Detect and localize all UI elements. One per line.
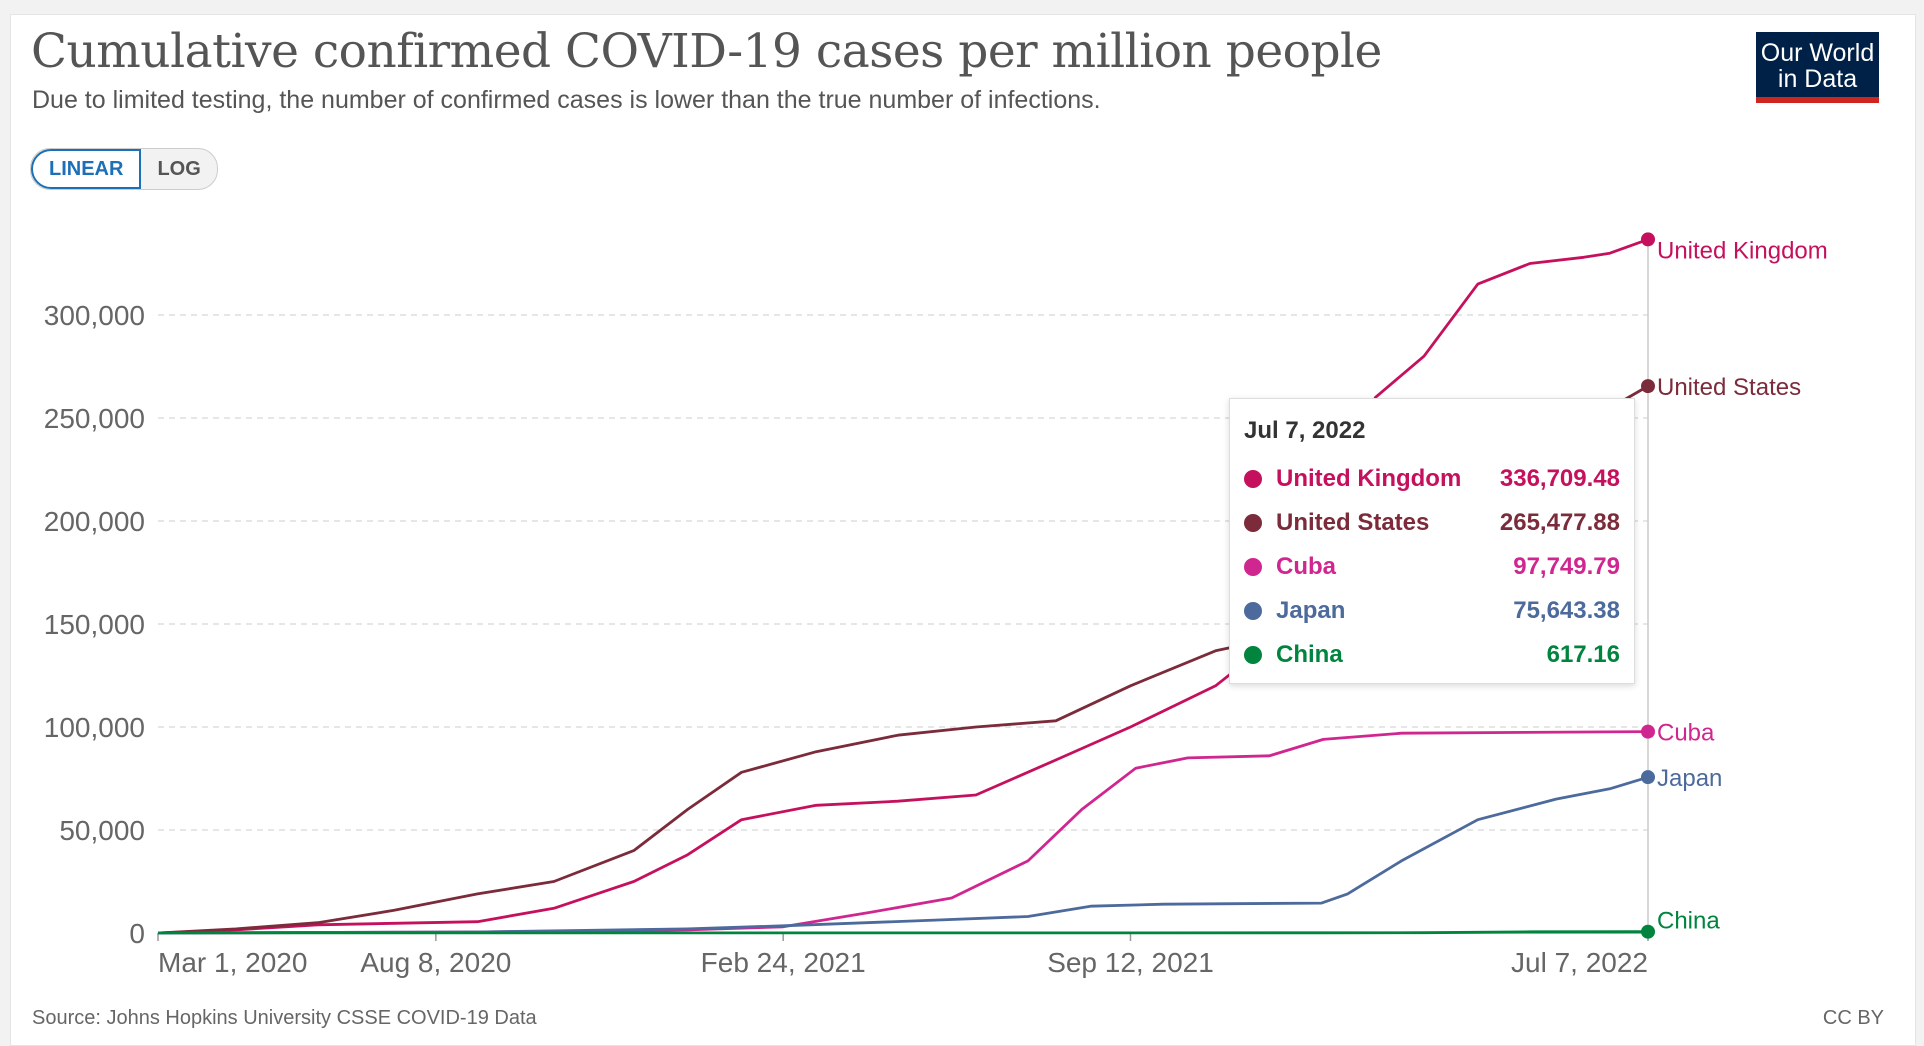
tooltip-dot bbox=[1244, 646, 1262, 664]
license-label[interactable]: CC BY bbox=[1822, 1007, 1884, 1029]
series-line-japan bbox=[157, 775, 1649, 935]
y-tick-label: 250,000 bbox=[44, 403, 145, 434]
series-end-label: Japan bbox=[1657, 765, 1722, 792]
tooltip-date: Jul 7, 2022 bbox=[1244, 417, 1366, 444]
tooltip-rows: United Kingdom 336,709.48 United States 265… bbox=[1244, 457, 1620, 677]
series-end-dot bbox=[1641, 770, 1655, 785]
tooltip-dot bbox=[1244, 558, 1262, 576]
y-tick-label: 50,000 bbox=[59, 815, 145, 846]
logo-line-1: Our World bbox=[1760, 39, 1875, 67]
tooltip-dot bbox=[1244, 602, 1262, 620]
log-scale-button[interactable]: LOG bbox=[141, 149, 216, 189]
tooltip-series-name: China bbox=[1276, 641, 1343, 668]
tooltip-series-value: 617.16 bbox=[1546, 641, 1620, 668]
x-tick-label: Jul 7, 2022 bbox=[1511, 947, 1648, 978]
scale-toggle: LINEAR LOG bbox=[30, 148, 218, 190]
tooltip-series-name: United States bbox=[1276, 509, 1430, 536]
x-tick-label: Feb 24, 2021 bbox=[701, 947, 866, 978]
linear-scale-button[interactable]: LINEAR bbox=[31, 149, 142, 189]
series-end-label: United States bbox=[1657, 374, 1801, 401]
series-end-label: Cuba bbox=[1657, 720, 1715, 747]
tooltip-series-name: United Kingdom bbox=[1276, 465, 1462, 492]
series-end-dot bbox=[1641, 379, 1655, 394]
series-end-dot bbox=[1641, 924, 1655, 939]
tooltip-dot bbox=[1244, 470, 1262, 488]
series-line-cuba bbox=[157, 730, 1649, 935]
tooltip-row: Japan 75,643.38 bbox=[1244, 589, 1620, 633]
y-tick-label: 300,000 bbox=[44, 300, 145, 331]
series-line-china bbox=[158, 930, 1649, 935]
x-tick-label: Aug 8, 2020 bbox=[360, 947, 511, 978]
owid-logo[interactable]: Our World in Data bbox=[1756, 32, 1879, 103]
tooltip-row: China 617.16 bbox=[1244, 633, 1620, 677]
tooltip-row: United States 265,477.88 bbox=[1244, 501, 1620, 545]
tooltip-series-value: 336,709.48 bbox=[1499, 465, 1620, 492]
tooltip-series-value: 75,643.38 bbox=[1513, 597, 1620, 624]
series-end-dot bbox=[1641, 232, 1655, 247]
tooltip-row: United Kingdom 336,709.48 bbox=[1244, 457, 1620, 501]
series-line-united-kingdom bbox=[157, 238, 1649, 935]
source-note[interactable]: Source: Johns Hopkins University CSSE CO… bbox=[32, 1007, 537, 1029]
series-end-label: United Kingdom bbox=[1657, 237, 1828, 264]
hover-tooltip: Jul 7, 2022 United Kingdom 336,709.48 Unit… bbox=[1229, 398, 1635, 684]
x-tick-label: Mar 1, 2020 bbox=[158, 947, 307, 978]
y-tick-label: 200,000 bbox=[44, 506, 145, 537]
logo-line-2: in Data bbox=[1777, 65, 1858, 93]
chart-title: Cumulative confirmed COVID-19 cases per … bbox=[31, 24, 1382, 79]
tooltip-series-value: 265,477.88 bbox=[1499, 509, 1620, 536]
tooltip-series-name: Japan bbox=[1276, 597, 1346, 624]
tooltip-dot bbox=[1244, 514, 1262, 532]
y-tick-label: 100,000 bbox=[44, 712, 145, 743]
x-tick-label: Sep 12, 2021 bbox=[1047, 947, 1214, 978]
series-end-label: China bbox=[1657, 908, 1720, 935]
series-end-dot bbox=[1641, 724, 1655, 739]
tooltip-series-value: 97,749.79 bbox=[1513, 553, 1620, 580]
y-tick-label: 150,000 bbox=[44, 609, 145, 640]
tooltip-series-name: Cuba bbox=[1276, 553, 1336, 580]
chart-subtitle: Due to limited testing, the number of co… bbox=[32, 86, 1101, 114]
tooltip-row: Cuba 97,749.79 bbox=[1244, 545, 1620, 589]
y-tick-label: 0 bbox=[129, 918, 145, 949]
